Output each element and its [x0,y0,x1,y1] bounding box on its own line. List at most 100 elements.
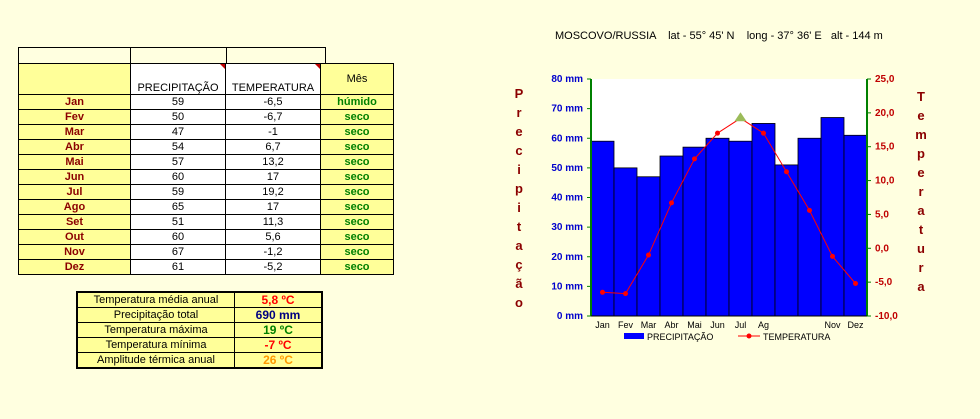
table-row: Fev 50 -6,7 seco [18,109,394,125]
temperature-point [600,289,605,295]
x-tick-label: Ag [758,320,769,330]
temp-cell: 17 [225,199,321,215]
header-temperature: TEMPERATURA [225,63,321,95]
summary-label: Temperatura mínima [76,337,235,353]
header-precipitation: PRECIPITAÇÃO [130,63,226,95]
precip-bar [820,117,845,317]
legend-temp-label: TEMPERATURA [763,332,830,342]
summary-row: Temperatura mínima -7 ºC [76,337,323,353]
right-tick-label: -10,0 [875,311,898,322]
x-tick-label: Fev [618,320,634,330]
left-tick-label: 60 mm [551,133,583,144]
temperature-line [602,117,856,295]
precip-cell: 59 [130,94,226,110]
precip-bar [751,123,776,317]
left-tick-label: 70 mm [551,104,583,115]
precip-bar [843,134,868,317]
right-tick-label: 10,0 [875,176,895,187]
x-tick-label: Jul [735,320,747,330]
left-tick-label: 20 mm [551,252,583,263]
legend-precip-swatch [624,333,644,339]
x-tick-label: Dez [847,320,864,330]
summary-row: Temperatura média anual 5,8 ºC [76,291,323,308]
right-tick-label: 5,0 [875,209,889,220]
precip-cell: 61 [130,259,226,275]
precip-bar [705,137,730,317]
legend-precip-label: PRECIPITAÇÃO [647,332,713,342]
right-tick-label: 0,0 [875,243,889,254]
status-cell: seco [320,214,394,230]
climate-table: PRECIPITAÇÃO TEMPERATURA Mês Jan 59 -6,5 hú… [18,63,394,275]
summary-label: Amplitude térmica anual [76,352,235,369]
header-month [18,63,131,95]
header-cell [19,48,131,64]
table-row: Dez 61 -5,2 seco [18,259,394,275]
status-cell: seco [320,109,394,125]
summary-row: Temperatura máxima 19 ºC [76,322,323,338]
precip-cell: 51 [130,214,226,230]
summary-label: Precipitação total [76,307,235,323]
month-cell: Set [18,214,131,230]
month-cell: Jun [18,169,131,185]
summary-label: Temperatura média anual [76,291,235,308]
status-cell: seco [320,184,394,200]
temp-cell: 11,3 [225,214,321,230]
right-tick-label: 20,0 [875,108,895,119]
status-cell: seco [320,154,394,170]
temperature-point [623,291,628,297]
summary-row: Precipitação total 690 mm [76,307,323,323]
precip-cell: 57 [130,154,226,170]
precip-bar [636,176,661,317]
table-row: Abr 54 6,7 seco [18,139,394,155]
precip-cell: 54 [130,139,226,155]
right-tick-label: -5,0 [875,277,893,288]
temperature-point [646,252,651,258]
precip-bar [774,164,799,317]
x-tick-label: Mai [687,320,702,330]
temp-cell: 17 [225,169,321,185]
summary-value: 690 mm [234,307,323,323]
precip-cell: 60 [130,229,226,245]
chart-title: MOSCOVO/RUSSIA lat - 55° 45' N long - 37… [555,30,883,42]
month-cell: Out [18,229,131,245]
precip-bar [590,140,615,317]
temperature-point [761,130,766,136]
summary-value: 26 ºC [234,352,323,369]
right-tick-label: 25,0 [875,74,895,85]
temp-cell: -5,2 [225,259,321,275]
left-tick-label: 40 mm [551,193,583,204]
header-cell [131,48,227,64]
table-row: Jul 59 19,2 seco [18,184,394,200]
temperature-point [784,169,789,175]
temperature-point [715,130,720,136]
left-tick-label: 50 mm [551,163,583,174]
table-header-row: PRECIPITAÇÃO TEMPERATURA Mês [18,63,394,95]
right-tick-label: 15,0 [875,142,895,153]
table-row: Mar 47 -1 seco [18,124,394,140]
temperature-point [807,207,812,213]
summary-value: 19 ºC [234,322,323,338]
month-cell: Jul [18,184,131,200]
table-row: Ago 65 17 seco [18,199,394,215]
summary-table: Temperatura média anual 5,8 ºC Precipitaçã… [76,291,323,369]
temperature-point [669,200,674,206]
temp-cell: -1,2 [225,244,321,260]
status-cell: seco [320,259,394,275]
precip-cell: 50 [130,109,226,125]
month-cell: Fev [18,109,131,125]
month-cell: Ago [18,199,131,215]
status-cell: seco [320,199,394,215]
summary-value: -7 ºC [234,337,323,353]
temperature-point [830,253,835,259]
temp-cell: 6,7 [225,139,321,155]
table-row: Set 51 11,3 seco [18,214,394,230]
left-tick-label: 30 mm [551,222,583,233]
x-tick-label: Nov [824,320,841,330]
summary-label: Temperatura máxima [76,322,235,338]
status-cell: seco [320,139,394,155]
summary-row: Amplitude térmica anual 26 ºC [76,352,323,369]
left-tick-label: 80 mm [551,74,583,85]
